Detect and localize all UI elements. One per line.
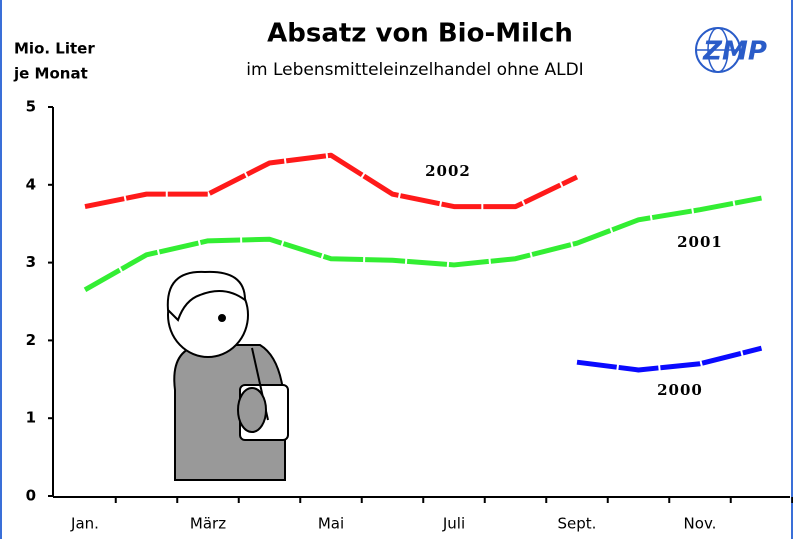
y-tick-label: 3 <box>26 253 36 271</box>
boy-illustration <box>166 270 289 481</box>
series-label: 2001 <box>677 233 723 251</box>
chart-title: Absatz von Bio-Milch <box>267 19 573 49</box>
y-tick-label: 5 <box>26 98 36 116</box>
series-line <box>576 345 763 373</box>
series-label: 2002 <box>425 162 471 180</box>
y-tick-label: 2 <box>26 331 36 349</box>
y-tick-label: 4 <box>26 175 36 193</box>
x-tick-label: März <box>190 515 226 533</box>
series-line <box>84 152 579 210</box>
x-tick-label: Mai <box>318 515 344 533</box>
series-label: 2000 <box>657 381 703 399</box>
y-axis-label: Mio. Liter <box>14 40 95 58</box>
boy-hair <box>166 270 247 322</box>
boy-eye <box>218 314 226 322</box>
y-axis-label: je Monat <box>13 65 88 83</box>
x-tick-label: Juli <box>442 515 465 533</box>
series-line <box>83 195 762 293</box>
boy-hand <box>237 387 267 433</box>
x-tick-label: Sept. <box>558 515 597 533</box>
logo-text: ZMP <box>702 37 767 67</box>
chart-subtitle: im Lebensmitteleinzelhandel ohne ALDI <box>246 60 583 80</box>
y-tick-label: 0 <box>26 487 36 505</box>
x-tick-label: Nov. <box>684 515 717 533</box>
x-tick-label: Jan. <box>70 515 99 533</box>
logo: ZMP <box>695 27 767 73</box>
y-tick-label: 1 <box>26 409 36 427</box>
